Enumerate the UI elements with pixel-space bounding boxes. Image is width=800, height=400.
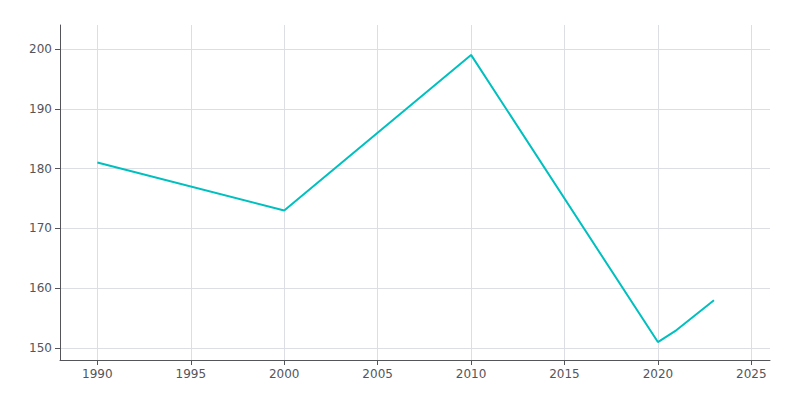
svg-text:160: 160 [29, 281, 52, 295]
svg-text:1990: 1990 [82, 367, 113, 381]
svg-text:200: 200 [29, 42, 52, 56]
svg-text:2015: 2015 [549, 367, 580, 381]
svg-text:2000: 2000 [269, 367, 300, 381]
svg-text:2025: 2025 [736, 367, 767, 381]
svg-text:180: 180 [29, 162, 52, 176]
svg-text:170: 170 [29, 221, 52, 235]
svg-text:2010: 2010 [456, 367, 487, 381]
svg-text:150: 150 [29, 341, 52, 355]
svg-text:2005: 2005 [362, 367, 393, 381]
svg-text:2020: 2020 [643, 367, 674, 381]
svg-text:190: 190 [29, 102, 52, 116]
svg-text:1995: 1995 [176, 367, 207, 381]
